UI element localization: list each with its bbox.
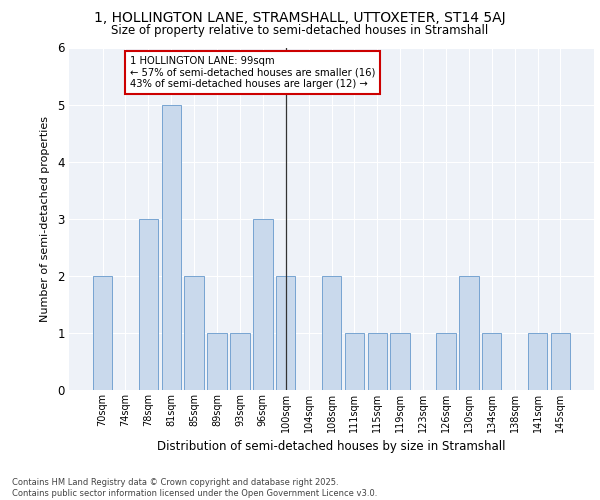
Bar (253, 219, 272, 390)
Bar (230, 333, 250, 390)
Bar (276, 276, 295, 390)
Bar (322, 276, 341, 390)
Bar (528, 333, 547, 390)
Text: Size of property relative to semi-detached houses in Stramshall: Size of property relative to semi-detach… (112, 24, 488, 37)
Bar (208, 333, 227, 390)
Bar (184, 276, 204, 390)
Bar (551, 333, 570, 390)
Bar (368, 333, 387, 390)
Bar (436, 333, 455, 390)
Bar (459, 276, 479, 390)
Text: 1, HOLLINGTON LANE, STRAMSHALL, UTTOXETER, ST14 5AJ: 1, HOLLINGTON LANE, STRAMSHALL, UTTOXETE… (94, 11, 506, 25)
Bar (482, 333, 502, 390)
Y-axis label: Number of semi-detached properties: Number of semi-detached properties (40, 116, 50, 322)
Text: 1 HOLLINGTON LANE: 99sqm
← 57% of semi-detached houses are smaller (16)
43% of s: 1 HOLLINGTON LANE: 99sqm ← 57% of semi-d… (130, 56, 376, 90)
Bar (139, 219, 158, 390)
X-axis label: Distribution of semi-detached houses by size in Stramshall: Distribution of semi-detached houses by … (157, 440, 506, 454)
Text: Contains HM Land Registry data © Crown copyright and database right 2025.
Contai: Contains HM Land Registry data © Crown c… (12, 478, 377, 498)
Bar (344, 333, 364, 390)
Bar (93, 276, 112, 390)
Bar (391, 333, 410, 390)
Bar (161, 104, 181, 390)
